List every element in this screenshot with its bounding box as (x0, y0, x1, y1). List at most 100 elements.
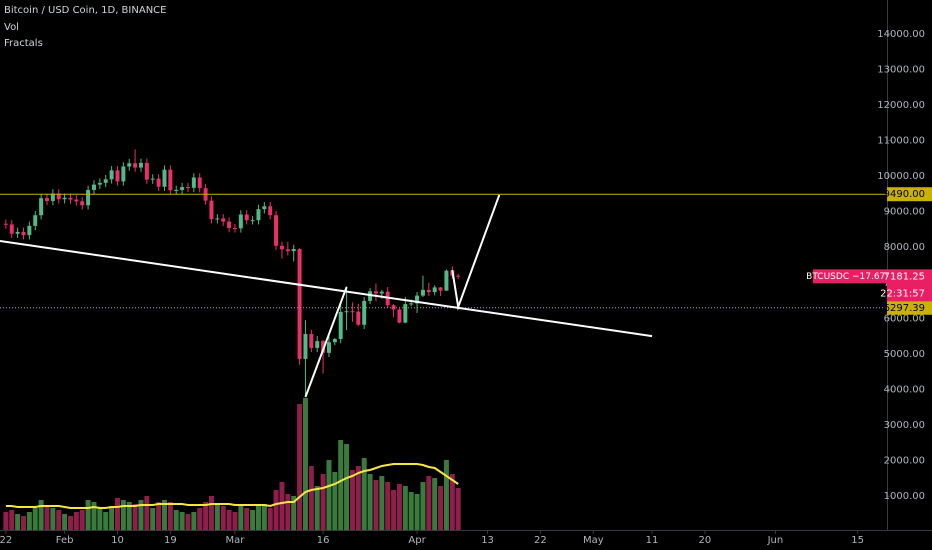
price-label: 7181.25 (884, 271, 925, 282)
candle-body (456, 275, 461, 277)
candle-body (238, 214, 243, 229)
volume-bar (297, 404, 303, 530)
candle-body (368, 291, 373, 301)
volume-bar (114, 498, 120, 530)
y-tick-label: 14000.00 (877, 29, 925, 40)
volume-bar (62, 514, 68, 530)
volume-bar (38, 500, 44, 530)
candle-body (27, 225, 32, 236)
candle-body (50, 193, 55, 201)
candle-body (3, 223, 8, 225)
volume-bar (379, 476, 385, 530)
candle-body (274, 215, 279, 246)
volume-bar (150, 508, 156, 530)
candle-body (403, 304, 408, 323)
candle-body (15, 231, 20, 234)
candle-body (21, 231, 26, 236)
volume-bar (9, 510, 15, 530)
volume-bar (279, 482, 285, 530)
volume-bar (414, 494, 420, 530)
candle-body (56, 193, 61, 200)
volume-bar (56, 510, 62, 530)
volume-bar (144, 496, 150, 530)
volume-bar (203, 502, 209, 530)
candle-body (250, 220, 255, 222)
countdown: 22:31:57 (880, 288, 925, 299)
y-tick-label: 2000.00 (884, 456, 925, 467)
candle-body (227, 221, 232, 229)
candle-body (444, 270, 449, 291)
x-tick-label: Jun (767, 535, 784, 546)
level-label: 9490.00 (884, 189, 925, 200)
candle-body (350, 311, 355, 313)
volume-bar (91, 502, 97, 530)
y-tick-label: 13000.00 (877, 64, 925, 75)
candle-body (91, 184, 96, 190)
volume-bar (344, 444, 350, 530)
volume-bar (32, 508, 38, 530)
candle-body (174, 189, 179, 191)
candle-body (80, 201, 85, 206)
candle-body (209, 200, 214, 220)
candle-body (291, 248, 296, 252)
candle-body (279, 245, 284, 250)
volume-bar (267, 508, 273, 530)
y-tick-label: 12000.00 (877, 100, 925, 111)
candle-body (332, 338, 337, 343)
volume-bar (396, 484, 402, 530)
volume-bar (302, 398, 308, 530)
candle-body (68, 197, 73, 200)
y-tick-label: 9000.00 (884, 207, 925, 218)
candle-body (33, 215, 38, 226)
x-tick-label: 11 (646, 535, 659, 546)
volume-bar (291, 496, 297, 530)
x-tick-label: 22 (0, 535, 12, 546)
candle-body (109, 170, 114, 180)
candle-body (379, 291, 384, 294)
candle-body (39, 198, 44, 216)
volume-bar (126, 502, 132, 530)
candle-body (138, 162, 143, 168)
volume-bar (250, 510, 256, 530)
volume-bar (44, 506, 50, 530)
volume-bar (402, 486, 408, 530)
symbol-box (813, 269, 887, 284)
volume-bar (432, 478, 438, 530)
volume-bar (208, 496, 214, 530)
y-tick-label: 3000.00 (884, 420, 925, 431)
candle-body (309, 334, 314, 348)
candle-body (315, 341, 320, 348)
volume-bar (367, 474, 373, 530)
volume-bar (20, 516, 26, 530)
volume-bar (220, 506, 226, 530)
volume-bar (50, 508, 56, 530)
candle-body (426, 289, 431, 293)
candle-body (409, 303, 414, 305)
volume-bar (261, 504, 267, 530)
candle-body (415, 295, 420, 304)
volume-bar (361, 458, 367, 530)
volume-bar (314, 486, 320, 530)
volume-bar (443, 460, 449, 530)
volume-bar (79, 510, 85, 530)
candle-body (362, 300, 367, 325)
volume-bar (15, 514, 21, 530)
volume-bar (349, 470, 355, 530)
volume-bar (120, 500, 126, 530)
volume-bar (320, 474, 326, 530)
volume-bar (109, 506, 115, 530)
candle-body (321, 341, 326, 353)
candle-body (221, 218, 226, 222)
level-label-box (887, 300, 932, 315)
x-tick-label: 16 (317, 535, 330, 546)
volume-bar (214, 504, 220, 530)
trend-drawing (304, 286, 348, 398)
candle-body (156, 178, 161, 187)
candle-body (344, 311, 349, 313)
candle-body (326, 342, 331, 353)
candle-body (9, 224, 14, 234)
candle-body (115, 170, 120, 182)
candle-body (191, 177, 196, 188)
